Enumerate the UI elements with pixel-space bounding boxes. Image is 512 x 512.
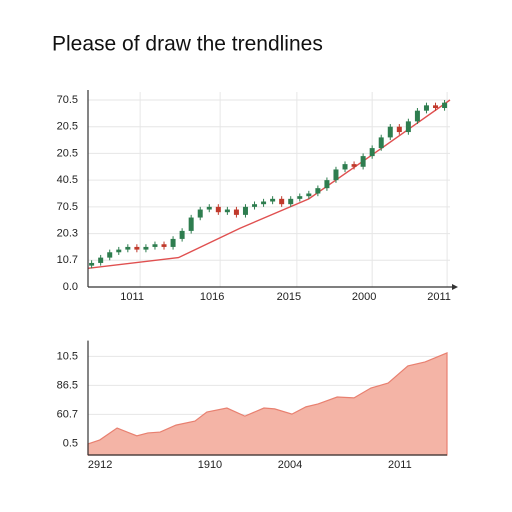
candle-body (387, 126, 393, 138)
x-tick-label: 2011 (388, 459, 412, 471)
candle-body (378, 137, 384, 149)
y-tick-label: 40.5 (57, 174, 78, 186)
x-tick-label: 1011 (120, 291, 144, 303)
y-tick-label: 20.3 (57, 227, 78, 239)
y-tick-label: 70.5 (57, 201, 78, 213)
candle-body (233, 209, 239, 215)
x-tick-label: 2011 (427, 291, 451, 303)
trendline (87, 99, 451, 269)
candle-body (116, 249, 122, 253)
y-tick-label: 86.5 (57, 379, 78, 391)
candle-body (179, 230, 185, 239)
candle-body (261, 201, 267, 205)
candle-body (206, 206, 212, 210)
candle-body (242, 206, 248, 215)
x-tick-label: 2004 (278, 459, 302, 471)
candle-body (161, 244, 167, 247)
candle-body (107, 252, 113, 258)
candle-body (297, 196, 303, 199)
y-tick-label: 20.5 (57, 121, 78, 133)
axis-arrow (452, 284, 458, 290)
candle-body (152, 244, 158, 247)
y-tick-label: 10.5 (57, 350, 78, 362)
candle-body (270, 198, 276, 202)
x-tick-label: 2000 (352, 291, 376, 303)
candle-body (414, 110, 420, 122)
x-tick-label: 2015 (277, 291, 301, 303)
y-tick-label: 0.5 (63, 437, 78, 449)
candle-body (134, 246, 140, 250)
candle-body (306, 193, 312, 197)
candle-body (279, 198, 285, 205)
candle-body (433, 105, 439, 109)
area (87, 352, 448, 456)
x-tick-label: 1910 (198, 459, 222, 471)
chart-title: Please of draw the trendlines (52, 33, 323, 56)
candle-body (197, 209, 203, 218)
candle-body (215, 206, 221, 213)
candle-body (188, 217, 194, 231)
y-tick-label: 60.7 (57, 408, 78, 420)
candle-body (324, 180, 330, 189)
candle-body (351, 164, 357, 167)
candle-body (125, 246, 131, 250)
candle-body (143, 246, 149, 250)
candle-body (224, 209, 230, 213)
candle-body (98, 257, 104, 263)
candle-body (288, 198, 294, 205)
x-tick-label: 1016 (200, 291, 224, 303)
candle-body (369, 148, 375, 157)
candle-body (342, 164, 348, 170)
y-tick-label: 70.5 (57, 94, 78, 106)
candle-body (423, 105, 429, 111)
candle-body (170, 238, 176, 247)
candle-body (315, 188, 321, 194)
candle-body (442, 102, 448, 109)
y-tick-label: 10.7 (57, 254, 78, 266)
x-tick-label: 2912 (88, 459, 112, 471)
candle-body (89, 262, 95, 266)
candle-body (405, 121, 411, 133)
candle-body (252, 204, 258, 207)
candle-body (360, 156, 366, 167)
y-tick-label: 20.5 (57, 147, 78, 159)
y-tick-label: 0.0 (63, 281, 78, 293)
candle-body (396, 126, 402, 133)
candle-body (333, 169, 339, 181)
